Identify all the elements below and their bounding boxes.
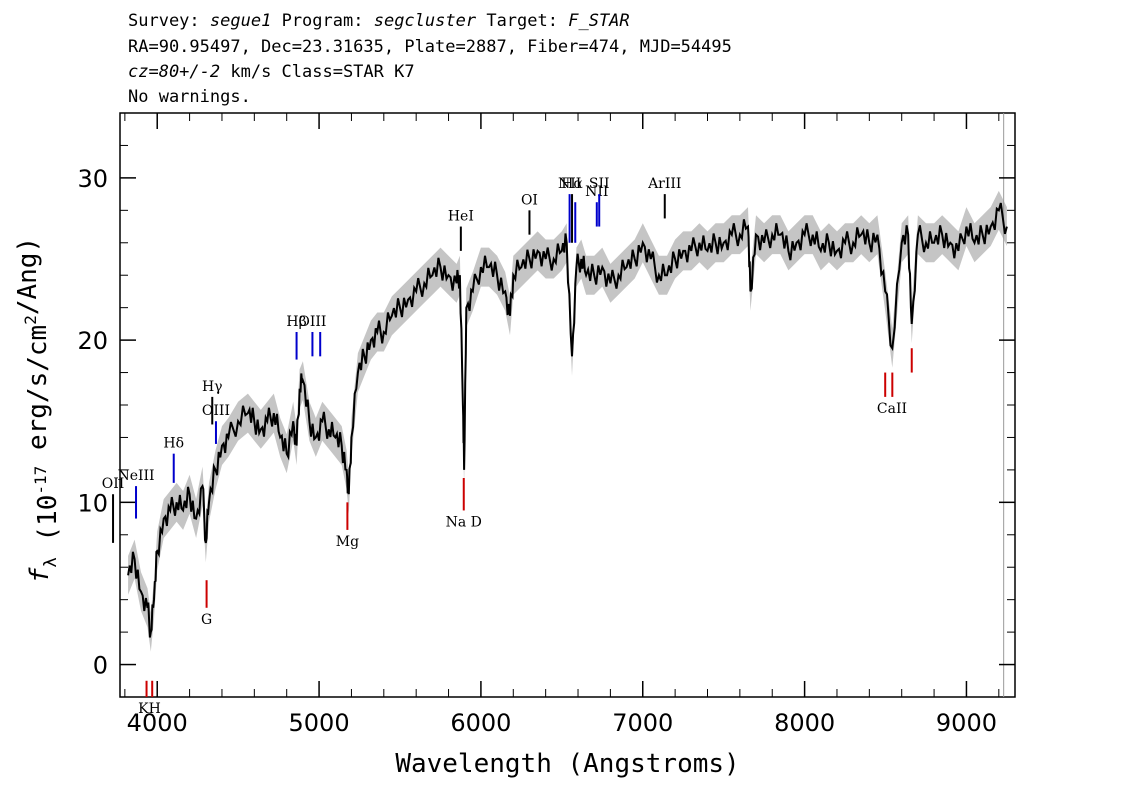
y-tick-label: 20: [77, 327, 108, 355]
absorption-line-label: Mg: [336, 534, 359, 550]
emission-line-label: Hβ: [286, 314, 306, 330]
y-tick-label: 10: [77, 489, 108, 517]
x-axis-title: Wavelength (Angstroms): [395, 749, 739, 779]
emission-line-label: NII: [585, 184, 608, 200]
error-envelope: [128, 190, 1007, 652]
y-axis-title-part: f: [25, 567, 55, 583]
x-tick-label: 5000: [289, 709, 350, 737]
absorption-line-label: Na D: [446, 514, 482, 530]
header-line-4: No warnings.: [128, 87, 251, 107]
program-value: segcluster: [373, 11, 477, 31]
error-band: [128, 113, 1007, 697]
x-tick-label: 8000: [774, 709, 835, 737]
y-axis-title-part: 2: [21, 315, 40, 325]
emission-line-label: SII: [589, 176, 610, 192]
y-axis-title-part: (10: [33, 495, 63, 558]
program-label: Program:: [281, 11, 364, 31]
absorption-line-label: G: [201, 612, 212, 628]
class-text: km/s Class=STAR K7: [220, 62, 415, 82]
emission-line-label: OIII: [202, 403, 230, 419]
y-tick-label: 30: [77, 165, 108, 193]
emission-line-label: ArIII: [647, 176, 681, 192]
header-line-3: cz=80+/-2 km/s Class=STAR K7: [128, 61, 415, 83]
x-tick-label: 6000: [450, 709, 511, 737]
emission-line-label: NII: [558, 176, 581, 192]
target-label: Target:: [486, 11, 558, 31]
survey-label: Survey:: [128, 11, 200, 31]
target-value: F_STAR: [568, 11, 630, 31]
y-axis-title-part: /Ang): [13, 237, 43, 315]
axis-ticks: 4000 5000 6000 7000 8000 9000 0 10 20 30: [77, 112, 1015, 737]
x-tick-label: 7000: [612, 709, 673, 737]
absorption-line-label: CaII: [877, 401, 907, 417]
y-axis-title-part: λ: [41, 557, 61, 567]
y-axis-title: fλ (10-17 erg/s/cm2/Ang): [13, 237, 63, 583]
x-tick-label: 4000: [127, 709, 188, 737]
x-tick-label: 9000: [936, 709, 997, 737]
spectrum-line: [127, 202, 1008, 638]
emission-line-label: Hγ: [202, 379, 223, 395]
emission-line-label: OIII: [298, 314, 326, 330]
y-axis-title-part: -17: [31, 466, 50, 495]
emission-line-label: HeI: [448, 209, 474, 225]
absorption-line-label: KH: [138, 701, 161, 717]
header-line-2: RA=90.95497, Dec=23.31635, Plate=2887, F…: [128, 37, 732, 57]
emission-line-label: OI: [521, 192, 538, 208]
cz-value: cz=80+/-2: [128, 62, 221, 82]
y-tick-label: 0: [93, 652, 108, 680]
emission-line-label: Hδ: [163, 436, 184, 452]
emission-line-label: NeIII: [117, 468, 154, 484]
header-line-1: Survey: segue1 Program: segcluster Targe…: [128, 10, 630, 32]
y-axis-title-part: erg/s/cm: [23, 325, 53, 466]
emission-line-label: OII: [102, 476, 125, 492]
survey-value: segue1: [209, 11, 272, 31]
emission-line-label: Hα: [561, 176, 583, 192]
